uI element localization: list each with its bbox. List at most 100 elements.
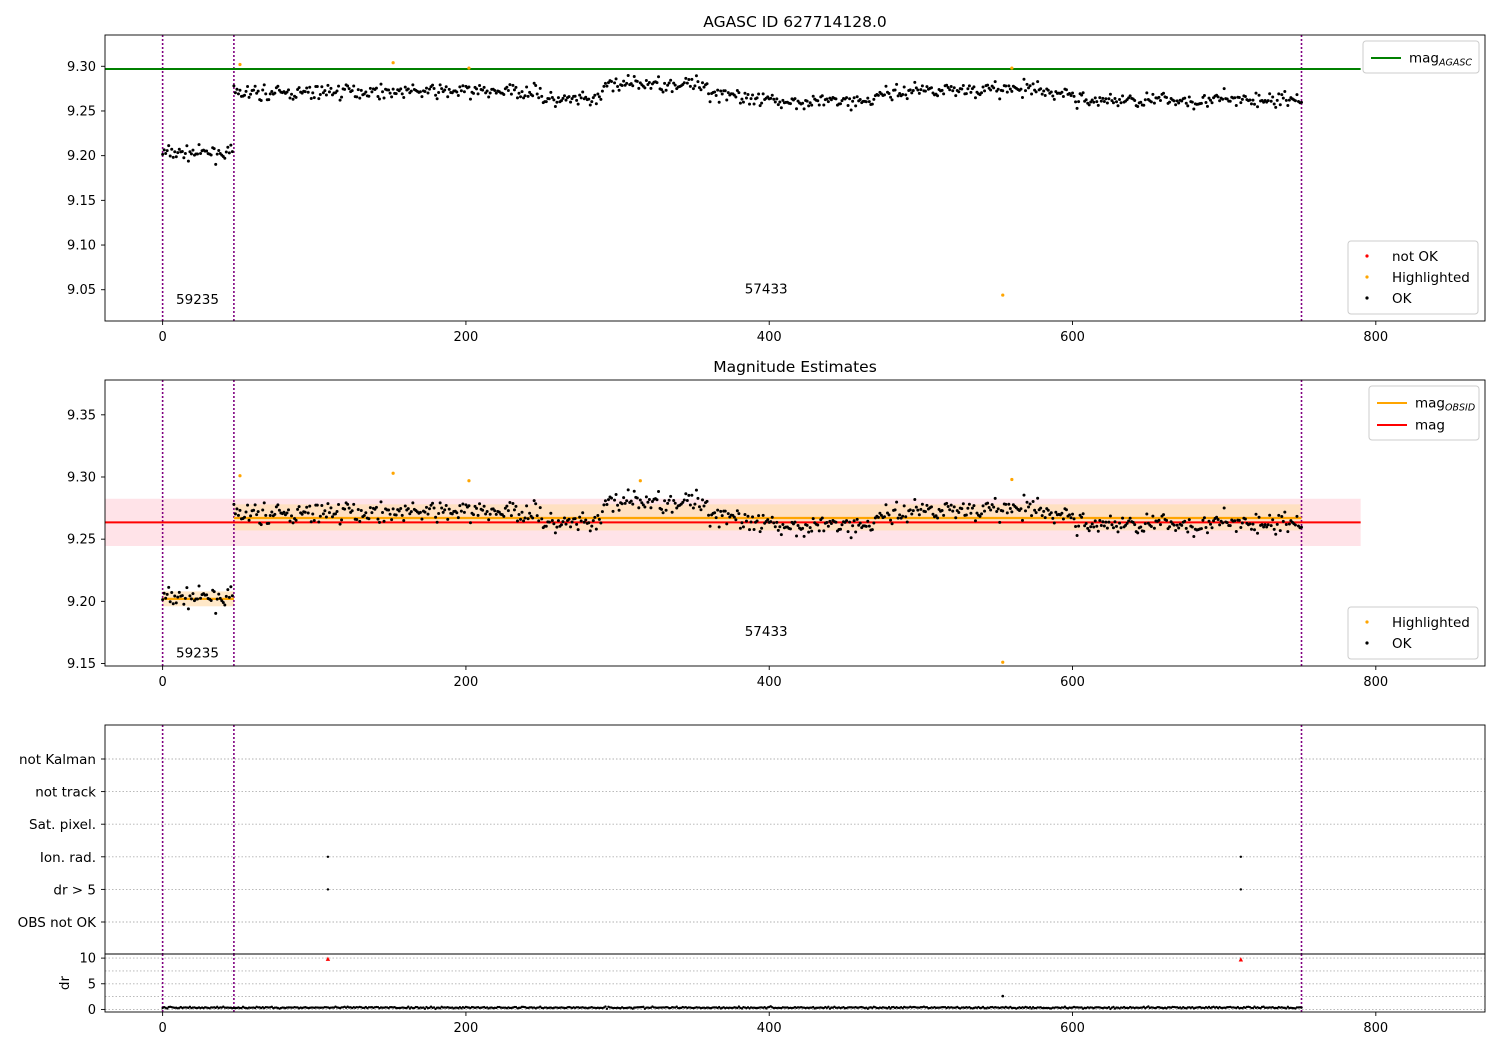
ok-point [1031,82,1035,86]
ok-point [1210,101,1214,105]
ok-point [828,519,832,523]
ok-point [808,101,812,105]
ok-point [1174,528,1178,532]
ok-point [431,501,435,505]
ok-point [905,520,909,524]
ok-point [1187,95,1191,99]
ok-point [1136,531,1140,535]
ok-point [355,95,359,99]
ok-point [644,79,648,83]
ok-point [290,514,294,518]
ok-point [1075,534,1079,538]
ok-point [1027,86,1031,90]
ok-point [403,85,407,89]
ok-point [887,513,891,517]
ok-point [570,97,574,101]
ok-point [476,92,480,96]
ok-point [435,97,439,101]
ok-point [434,515,438,519]
ok-point [587,521,591,525]
ok-point [1284,98,1288,102]
ok-point [1233,96,1237,100]
ok-point [1028,84,1032,88]
ok-point [400,513,404,517]
ok-point [776,528,780,532]
ok-point [379,82,383,86]
ok-point [1095,100,1099,104]
ok-point [267,98,271,102]
ok-point [186,159,190,163]
ok-point [1149,524,1153,528]
ok-point [696,80,700,84]
ok-point [502,514,506,518]
ok-point [340,95,344,99]
ok-point [233,91,237,95]
x-tick-label: 800 [1363,330,1388,345]
dr-point [407,1005,410,1008]
ok-point [1083,524,1087,528]
ok-point [408,512,412,516]
ok-point [602,84,606,88]
ok-point [1096,529,1100,533]
ok-point [276,503,280,507]
ok-point [1105,526,1109,530]
ok-point [555,100,559,104]
ok-point [549,511,553,515]
panel-title: AGASC ID 627714128.0 [703,13,887,31]
ok-point [355,518,359,522]
ok-point [640,501,644,505]
ok-point [1007,502,1011,506]
ok-point [986,83,990,87]
ok-point [399,87,403,91]
ok-point [196,152,200,156]
obsid-label: 59235 [176,292,219,308]
ok-point [1221,521,1225,525]
ok-point [277,508,281,512]
ok-point [214,162,218,166]
ok-point [606,498,610,502]
ok-point [966,506,970,510]
ok-point [1142,529,1146,533]
ok-point [438,83,442,87]
obsid-label: 59235 [176,645,219,661]
ok-point [1113,520,1117,524]
ok-point [895,82,899,86]
point-legend [1347,606,1479,660]
ok-point [1300,100,1304,104]
ok-point [249,514,253,518]
ok-point [854,104,858,108]
ok-point [817,103,821,107]
ok-point [338,98,342,102]
ok-point [1060,511,1064,515]
ok-point [494,512,498,516]
ok-point [1168,100,1172,104]
ok-point [1293,523,1297,527]
ok-point [320,85,324,89]
line-legend [1362,40,1480,74]
ok-point [964,92,968,96]
ok-point [584,95,588,99]
ok-point [309,96,313,100]
ok-point [1183,96,1187,100]
ok-point [720,92,724,96]
ok-point [230,150,234,154]
ok-point [779,533,783,537]
legend-line-label: magAGASC [1409,51,1472,69]
ok-point [303,510,307,514]
ok-point [177,590,181,594]
ok-point [1234,103,1238,107]
ok-point [180,150,184,154]
ok-point [773,100,777,104]
ok-point [864,100,868,104]
ok-point [512,88,516,92]
ok-point [209,153,213,157]
ok-point [605,503,609,507]
ok-point [1099,99,1103,103]
x-tick-label: 800 [1363,1021,1388,1036]
ok-point [1272,527,1276,531]
ok-point [981,504,985,508]
ok-point [781,98,785,102]
ok-point [212,147,216,151]
ok-point [1054,510,1058,514]
ok-point [482,85,486,89]
